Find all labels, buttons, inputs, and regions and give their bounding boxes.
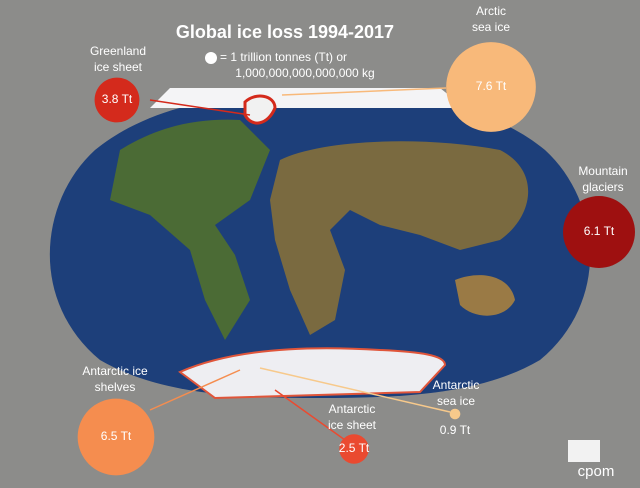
connector (281, 92, 331, 96)
bubble (449, 408, 461, 420)
bubble-label: ice sheet (328, 418, 377, 432)
connector (149, 99, 251, 116)
bubble (94, 77, 140, 123)
bubble (339, 434, 369, 464)
bubble (77, 398, 155, 476)
chart-title: Global ice loss 1994-2017 (176, 22, 394, 42)
bubble-label: Antarctic (433, 378, 480, 392)
bubble-label: Greenland (90, 44, 146, 58)
bubble (563, 196, 635, 268)
value-label: 6.1 Tt (584, 224, 615, 238)
legend-text: 1,000,000,000,000,000 kg (235, 66, 374, 80)
bubble-label: Antarctic (329, 402, 376, 416)
bubble-label: Mountain (578, 164, 627, 178)
world-map (49, 88, 591, 400)
logo-icon (568, 440, 600, 462)
value-label: 6.5 Tt (101, 429, 132, 443)
bubble-label: sea ice (472, 20, 510, 34)
bubble-label: glaciers (582, 180, 623, 194)
connector (329, 87, 447, 94)
bubble-label: Arctic (476, 4, 506, 18)
value-label: 2.5 Tt (339, 441, 370, 455)
bubble-label: Antarctic ice (82, 364, 148, 378)
legend-dot (205, 52, 217, 64)
connector (259, 367, 451, 413)
bubble-label: shelves (95, 380, 136, 394)
bubble-label: sea ice (437, 394, 475, 408)
connector (274, 389, 346, 441)
value-label: 7.6 Tt (476, 79, 507, 93)
logo: cpom (578, 463, 615, 480)
connector (149, 369, 241, 411)
value-label: 3.8 Tt (102, 92, 133, 106)
legend-text: = 1 trillion tonnes (Tt) or (220, 50, 347, 64)
bubble (446, 42, 536, 132)
value-label: 0.9 Tt (440, 423, 471, 437)
bubble-label: ice sheet (94, 60, 143, 74)
